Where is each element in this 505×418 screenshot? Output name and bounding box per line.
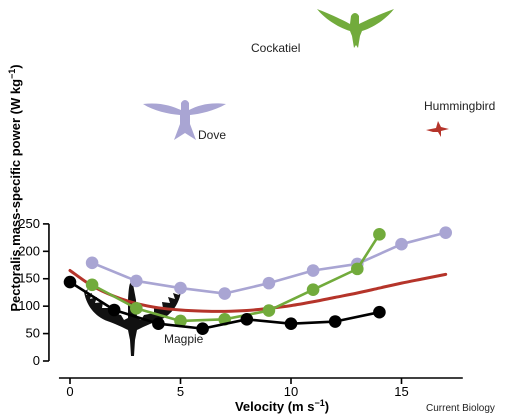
data-point-cockatiel <box>174 314 187 328</box>
data-point-cockatiel <box>130 302 143 315</box>
labels: Cockatiel Dove Hummingbird Magpie Veloci… <box>7 41 495 414</box>
data-point-cockatiel <box>85 278 99 292</box>
series-magpie <box>63 275 386 335</box>
data-point-dove <box>439 226 453 239</box>
data-point-magpie <box>63 275 77 289</box>
cockatiel-icon <box>317 9 394 48</box>
data-point-cockatiel <box>351 262 364 276</box>
data-point-magpie <box>240 313 254 326</box>
series-label-magpie: Magpie <box>164 332 204 346</box>
data-point-dove <box>85 256 99 270</box>
data-point-magpie <box>196 322 209 335</box>
x-tick-label: 15 <box>394 384 408 399</box>
data-point-magpie <box>373 305 386 319</box>
y-tick-label: 150 <box>18 271 40 286</box>
x-tick-label: 10 <box>284 384 298 399</box>
dove-icon <box>143 100 226 140</box>
data-point-dove <box>174 281 187 295</box>
data-point-dove <box>306 264 320 277</box>
data-point-cockatiel <box>306 283 320 297</box>
data-point-cockatiel <box>373 228 386 241</box>
magpie-icon <box>84 282 181 356</box>
axes: 0 50 100 150 200 250 0 5 10 15 <box>18 216 463 399</box>
hummingbird-icon <box>426 121 449 137</box>
x-axis-title: Velocity (m s−1) <box>235 398 329 414</box>
series-label-dove: Dove <box>198 128 226 142</box>
y-tick-label: 0 <box>33 353 40 368</box>
series-label-cockatiel: Cockatiel <box>251 41 300 55</box>
x-tick-label: 5 <box>177 384 184 399</box>
y-axis-title: Pectoralis mass-specific power (W kg−1) <box>7 64 23 311</box>
data-point-dove <box>262 276 276 290</box>
credit-text: Current Biology <box>426 403 495 414</box>
y-tick-label: 250 <box>18 216 40 231</box>
y-tick-label: 200 <box>18 243 40 258</box>
data-point-dove <box>395 237 408 251</box>
data-point-magpie <box>107 303 121 317</box>
x-tick-label: 0 <box>66 384 73 399</box>
data-point-dove <box>130 274 143 288</box>
data-point-magpie <box>284 317 298 331</box>
y-tick-label: 50 <box>25 326 39 341</box>
data-point-dove <box>218 287 231 300</box>
plot-area <box>63 226 453 335</box>
series-dove <box>85 226 453 300</box>
data-point-magpie <box>152 317 165 331</box>
series-line-magpie <box>69 280 380 330</box>
series-label-hummingbird: Hummingbird <box>424 99 495 113</box>
data-point-cockatiel <box>262 304 276 317</box>
data-point-magpie <box>328 315 342 328</box>
y-tick-label: 100 <box>18 298 40 313</box>
